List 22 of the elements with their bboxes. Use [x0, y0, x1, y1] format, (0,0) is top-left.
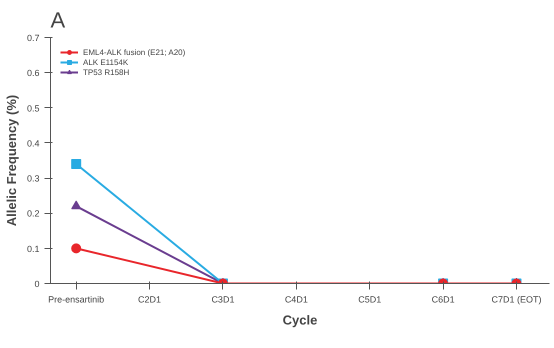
y-tick-label: 0.7 — [26, 33, 40, 43]
legend-label: EML4-ALK fusion (E21; A20) — [83, 48, 186, 56]
y-tick-label: 0.6 — [26, 68, 40, 78]
legend-label: ALK E1154K — [83, 58, 128, 66]
x-tick-label: C4D1 — [284, 294, 308, 304]
y-tick-label: 0.4 — [26, 138, 40, 148]
chart-title: A — [50, 8, 66, 32]
x-tick-label: C6D1 — [432, 294, 455, 304]
x-tick-label: C5D1 — [358, 294, 382, 304]
y-tick-label: 0.2 — [26, 208, 40, 219]
point — [71, 159, 82, 170]
x-tick-label: Pre-ensartinib — [48, 294, 104, 304]
legend-label: TP53 R158H — [83, 68, 130, 76]
y-tick-label: 0.5 — [26, 103, 40, 114]
y-axis-title: Allelic Frequency (%) — [4, 94, 19, 226]
y-tick-label: 0.3 — [26, 174, 40, 184]
x-tick-label: C7D1 (EOT) — [491, 294, 542, 304]
x-tick-label: C3D1 — [211, 294, 234, 304]
y-tick-label: 0 — [34, 279, 40, 289]
x-tick-label: C2D1 — [138, 294, 162, 304]
x-axis-title: Cycle — [282, 312, 318, 328]
y-tick-label: 0.1 — [26, 244, 40, 254]
